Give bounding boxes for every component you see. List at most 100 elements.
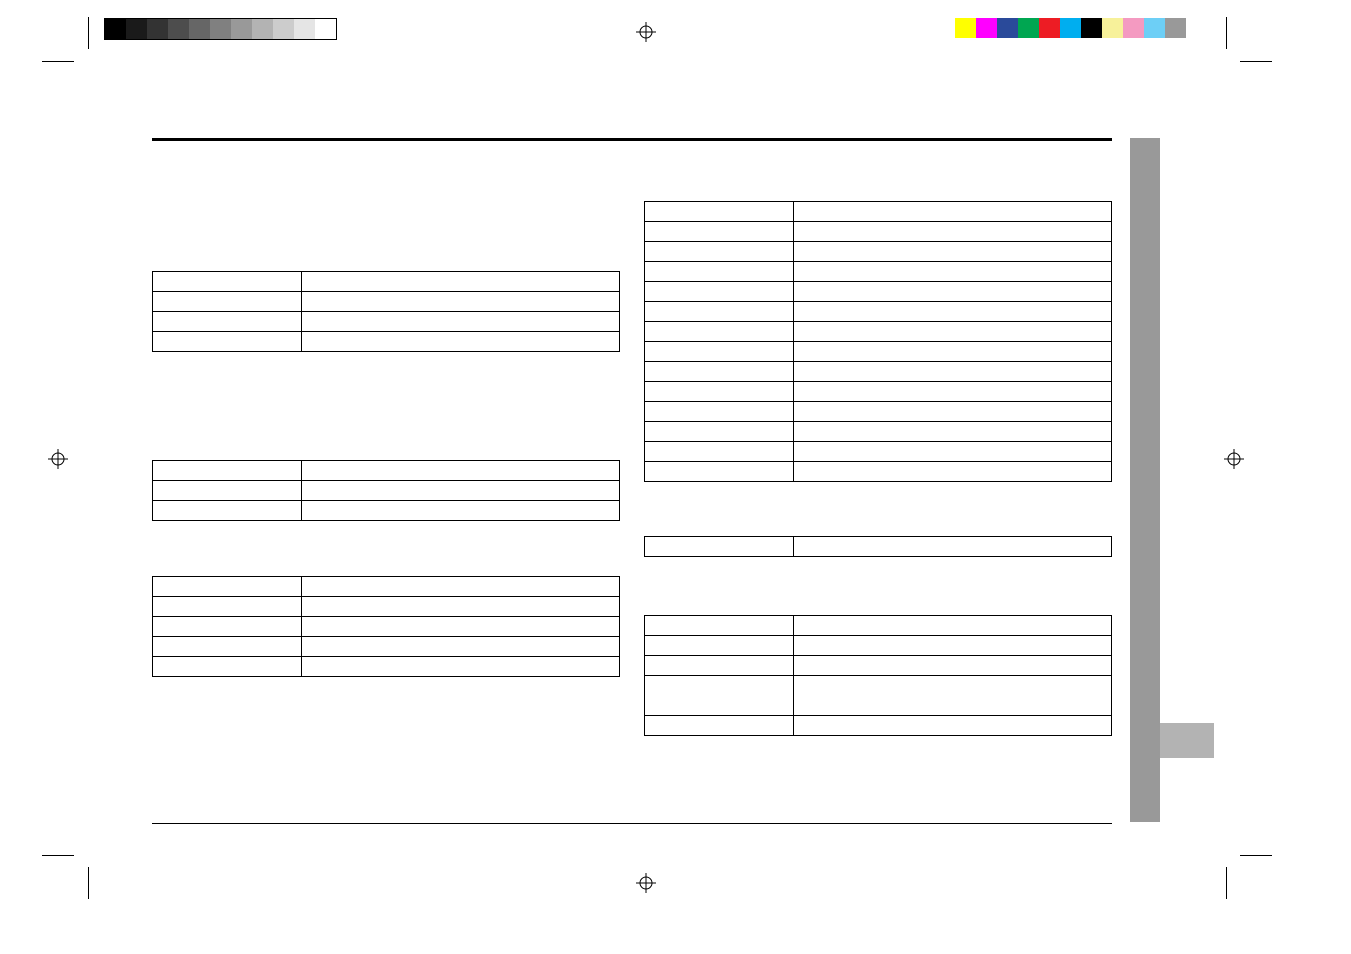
table-cell xyxy=(153,657,302,677)
table-cell xyxy=(645,222,794,242)
table-cell xyxy=(645,282,794,302)
table-cell xyxy=(645,442,794,462)
crop-mark xyxy=(42,855,74,856)
registration-mark-icon xyxy=(636,22,656,42)
table-cell xyxy=(302,637,620,657)
swatch xyxy=(1123,18,1144,38)
table-cell xyxy=(645,362,794,382)
swatch xyxy=(1081,18,1102,38)
table-cell xyxy=(645,402,794,422)
table-cell xyxy=(302,292,620,312)
crop-mark xyxy=(88,867,89,899)
table-cell xyxy=(794,616,1112,636)
table-cell xyxy=(153,292,302,312)
swatch xyxy=(1165,18,1186,38)
table-left-2 xyxy=(152,460,620,521)
table-cell xyxy=(794,322,1112,342)
registration-mark-icon xyxy=(636,873,656,893)
left-column xyxy=(152,141,620,677)
table-cell xyxy=(645,676,794,716)
table-cell xyxy=(645,202,794,222)
color-swatches xyxy=(955,18,1186,38)
table-cell xyxy=(153,481,302,501)
table-cell xyxy=(794,656,1112,676)
swatch xyxy=(252,19,273,39)
table-cell xyxy=(645,382,794,402)
table-left-1 xyxy=(152,271,620,352)
table-cell xyxy=(794,382,1112,402)
table-cell xyxy=(302,597,620,617)
table-cell xyxy=(153,312,302,332)
swatch xyxy=(955,18,976,38)
swatch xyxy=(231,19,252,39)
table-cell xyxy=(302,332,620,352)
table-cell xyxy=(794,262,1112,282)
table-cell xyxy=(794,242,1112,262)
table-cell xyxy=(153,461,302,481)
registration-mark-icon xyxy=(48,449,68,469)
table-cell xyxy=(645,616,794,636)
swatch xyxy=(126,19,147,39)
swatch xyxy=(294,19,315,39)
table-cell xyxy=(645,302,794,322)
swatch xyxy=(997,18,1018,38)
crop-mark xyxy=(1240,855,1272,856)
table-cell xyxy=(302,312,620,332)
table-left-3 xyxy=(152,576,620,677)
table-cell xyxy=(302,577,620,597)
table-right-1 xyxy=(644,201,1112,482)
table-cell xyxy=(645,462,794,482)
table-cell xyxy=(794,402,1112,422)
registration-mark-icon xyxy=(1224,449,1244,469)
swatch xyxy=(1039,18,1060,38)
table-cell xyxy=(794,282,1112,302)
swatch xyxy=(210,19,231,39)
crop-mark xyxy=(1240,61,1272,62)
crop-mark xyxy=(1226,17,1227,49)
table-cell xyxy=(645,537,794,557)
swatch xyxy=(168,19,189,39)
table-cell xyxy=(645,342,794,362)
table-cell xyxy=(153,272,302,292)
grayscale-swatches xyxy=(104,18,337,40)
swatch xyxy=(189,19,210,39)
table-cell xyxy=(645,656,794,676)
table-cell xyxy=(794,636,1112,656)
table-cell xyxy=(302,481,620,501)
table-cell xyxy=(302,501,620,521)
table-cell xyxy=(153,332,302,352)
side-tab-secondary xyxy=(1160,723,1214,758)
crop-mark xyxy=(88,17,89,49)
table-cell xyxy=(302,657,620,677)
table-cell xyxy=(645,322,794,342)
table-cell xyxy=(645,262,794,282)
table-cell xyxy=(794,222,1112,242)
table-cell xyxy=(794,537,1112,557)
table-cell xyxy=(645,716,794,736)
table-cell xyxy=(794,716,1112,736)
swatch xyxy=(1060,18,1081,38)
table-cell xyxy=(794,362,1112,382)
table-cell xyxy=(794,462,1112,482)
table-cell xyxy=(153,637,302,657)
swatch xyxy=(1018,18,1039,38)
swatch xyxy=(273,19,294,39)
crop-mark xyxy=(42,61,74,62)
table-cell xyxy=(794,302,1112,322)
swatch xyxy=(315,19,336,39)
table-cell xyxy=(153,577,302,597)
swatch xyxy=(147,19,168,39)
table-cell xyxy=(794,342,1112,362)
table-cell xyxy=(153,597,302,617)
right-column xyxy=(644,141,1112,736)
swatch xyxy=(1144,18,1165,38)
swatch xyxy=(105,19,126,39)
crop-mark xyxy=(1226,867,1227,899)
table-cell xyxy=(302,272,620,292)
table-cell xyxy=(794,676,1112,716)
table-cell xyxy=(302,461,620,481)
swatch xyxy=(976,18,997,38)
table-cell xyxy=(645,242,794,262)
table-cell xyxy=(302,617,620,637)
table-cell xyxy=(153,617,302,637)
